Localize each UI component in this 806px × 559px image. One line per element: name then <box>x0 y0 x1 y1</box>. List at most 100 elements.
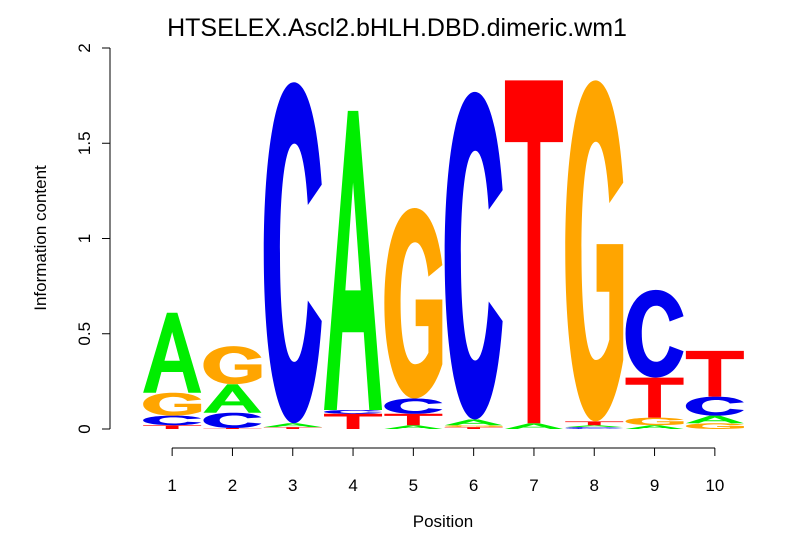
letter-T <box>685 350 744 397</box>
glyph-A <box>263 423 322 428</box>
glyph-A <box>339 290 367 333</box>
y-tick-label: 1 <box>75 234 94 243</box>
glyph-C <box>324 409 383 414</box>
y-axis-title: Information content <box>31 165 50 311</box>
letter-A <box>565 425 624 428</box>
letter-A <box>324 110 383 410</box>
y-axis: 0 0.5 1 1.5 2 <box>75 43 111 434</box>
letter-C <box>444 91 503 420</box>
y-tick-label: 1.5 <box>75 131 94 155</box>
x-tick-label: 5 <box>409 476 418 495</box>
letter-G <box>685 423 744 429</box>
letter-T <box>324 413 383 429</box>
x-axis-title: Position <box>413 512 473 531</box>
glyph-A <box>685 415 744 424</box>
glyph-A <box>459 422 488 424</box>
x-tick-label: 3 <box>288 476 297 495</box>
y-tick-label: 2 <box>75 43 94 52</box>
glyph-C <box>143 415 202 426</box>
glyph-A <box>399 427 428 429</box>
glyph-G <box>384 208 443 399</box>
letter-T <box>625 377 684 418</box>
stack-position-8 <box>565 80 624 429</box>
glyph-T <box>324 413 383 429</box>
letter-C <box>263 82 322 424</box>
glyph-C <box>263 82 322 424</box>
stack-position-4 <box>324 110 383 429</box>
glyph-C <box>685 396 744 416</box>
x-tick-label: 7 <box>529 476 538 495</box>
x-tick-label: 1 <box>167 476 176 495</box>
x-tick-label: 10 <box>705 476 724 495</box>
letter-G <box>143 392 202 416</box>
letter-C <box>324 409 383 414</box>
letter-G <box>384 208 443 399</box>
glyph-T <box>143 425 202 429</box>
glyph-G <box>444 425 503 428</box>
glyph-G <box>625 417 684 426</box>
glyph-C <box>565 427 624 429</box>
letter-C <box>143 415 202 426</box>
glyph-A <box>565 425 624 428</box>
x-axis: 1 2 3 4 5 6 7 8 9 10 <box>167 447 724 495</box>
glyph-G <box>565 80 624 422</box>
glyph-T <box>625 377 684 418</box>
glyph-A <box>218 401 247 406</box>
chart-title: HTSELEX.Ascl2.bHLH.DBD.dimeric.wm1 <box>167 14 627 42</box>
letter-A <box>625 425 684 429</box>
letter-A <box>384 425 443 429</box>
glyph-A <box>625 425 684 429</box>
y-tick-label: 0 <box>75 424 94 433</box>
glyph-T <box>504 80 563 424</box>
letter-A <box>143 312 202 393</box>
x-tick-label: 9 <box>650 476 659 495</box>
glyph-T <box>444 427 503 429</box>
letter-T <box>143 425 202 429</box>
x-tick-label: 2 <box>228 476 237 495</box>
glyph-A <box>143 312 202 393</box>
letter-G <box>625 417 684 426</box>
letter-A <box>504 423 563 429</box>
letter-T <box>203 428 262 429</box>
letter-T <box>263 427 322 429</box>
glyph-A <box>203 384 262 413</box>
letter-T <box>444 427 503 429</box>
letter-A <box>203 384 262 413</box>
glyph-C <box>203 412 262 429</box>
letter-C <box>203 412 262 429</box>
stack-position-2 <box>203 346 262 429</box>
glyph-A <box>520 426 548 428</box>
stack-position-10 <box>685 350 744 429</box>
glyph-A <box>444 419 503 426</box>
stack-position-1 <box>143 312 202 429</box>
glyph-T <box>263 427 322 429</box>
stack-position-7 <box>504 80 563 429</box>
glyph-A <box>324 110 383 410</box>
stack-position-9 <box>625 289 684 429</box>
letter-T <box>565 421 624 426</box>
letter-G <box>444 425 503 428</box>
glyph-T <box>565 421 624 426</box>
x-tick-label: 4 <box>348 476 357 495</box>
letter-A <box>685 415 744 424</box>
glyph-A <box>640 427 669 429</box>
glyph-A <box>700 420 729 422</box>
stack-position-5 <box>384 208 443 429</box>
glyph-G <box>203 346 262 385</box>
letter-G <box>203 346 262 385</box>
stack-position-3 <box>263 82 322 429</box>
x-tick-label: 8 <box>590 476 599 495</box>
letter-A <box>263 423 322 428</box>
glyph-T <box>685 350 744 397</box>
glyph-A <box>158 360 187 373</box>
letter-C <box>685 396 744 416</box>
glyph-A <box>504 423 563 429</box>
letter-stacks <box>143 80 744 429</box>
glyph-C <box>384 398 443 414</box>
glyph-T <box>384 413 443 426</box>
glyph-C <box>444 91 503 420</box>
stack-position-6 <box>444 91 503 429</box>
glyph-T <box>203 428 262 429</box>
letter-T <box>504 80 563 424</box>
